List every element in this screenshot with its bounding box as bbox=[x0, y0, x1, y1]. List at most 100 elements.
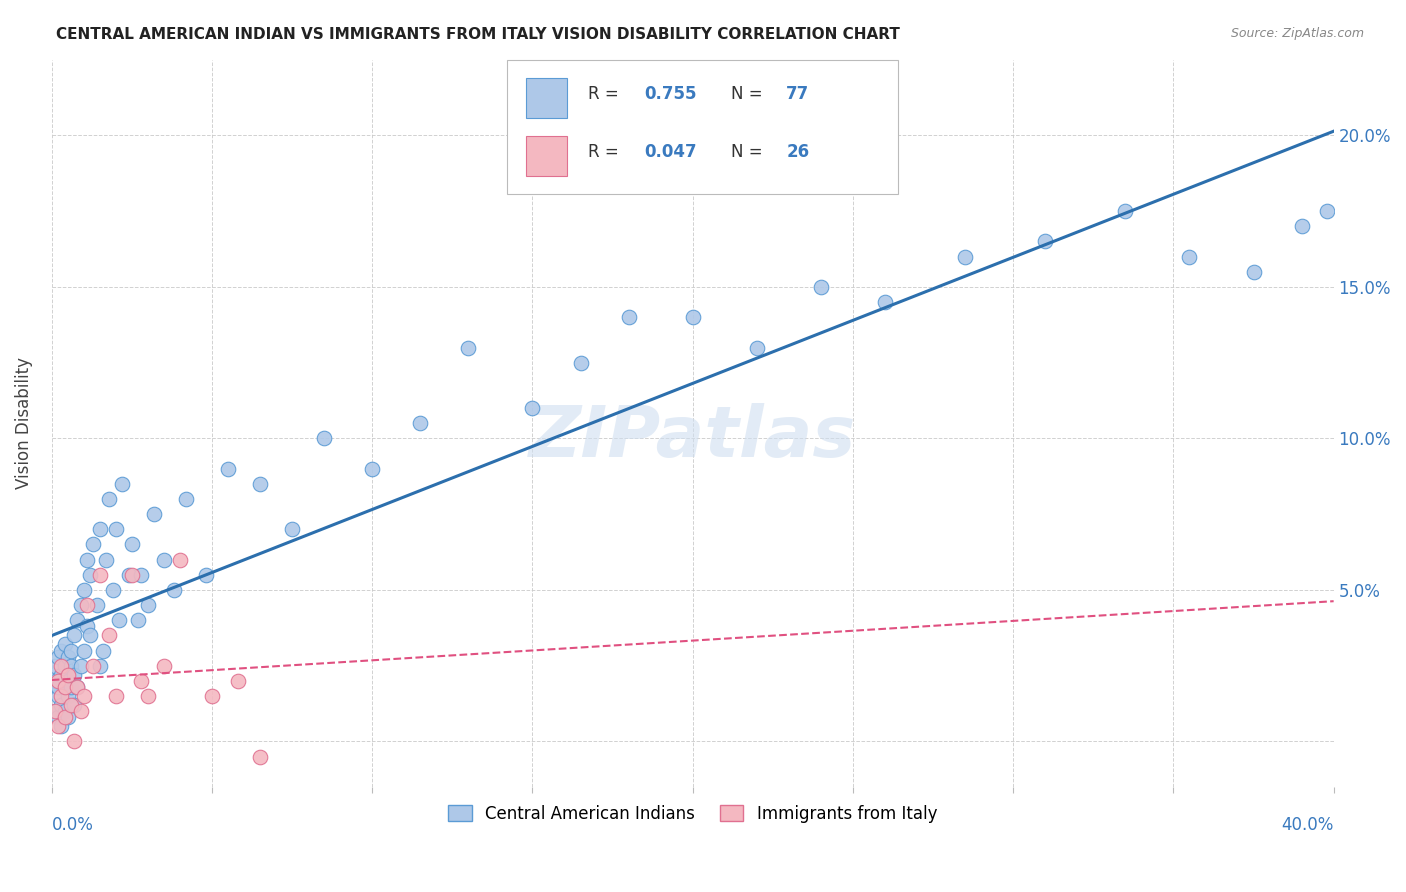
Point bbox=[131, 567, 153, 582]
Point bbox=[46, 719, 69, 733]
FancyBboxPatch shape bbox=[526, 136, 567, 176]
Point bbox=[46, 673, 69, 688]
Point bbox=[63, 734, 86, 748]
Point bbox=[127, 613, 149, 627]
Text: CENTRAL AMERICAN INDIAN VS IMMIGRANTS FROM ITALY VISION DISABILITY CORRELATION C: CENTRAL AMERICAN INDIAN VS IMMIGRANTS FR… bbox=[56, 27, 900, 42]
Point bbox=[98, 628, 121, 642]
Point bbox=[1033, 235, 1056, 249]
Point bbox=[51, 719, 73, 733]
Text: 40.0%: 40.0% bbox=[1281, 816, 1334, 834]
Legend: Central American Indians, Immigrants from Italy: Central American Indians, Immigrants fro… bbox=[441, 798, 943, 830]
Point bbox=[249, 749, 271, 764]
Point bbox=[56, 710, 79, 724]
FancyBboxPatch shape bbox=[526, 78, 567, 118]
Point bbox=[76, 598, 98, 612]
Point bbox=[169, 552, 191, 566]
Point bbox=[136, 598, 159, 612]
Point bbox=[56, 649, 79, 664]
Point bbox=[96, 552, 118, 566]
Point bbox=[53, 704, 76, 718]
Point bbox=[53, 680, 76, 694]
Point bbox=[217, 461, 239, 475]
Point bbox=[953, 250, 976, 264]
Point bbox=[44, 658, 66, 673]
Point bbox=[63, 667, 86, 681]
Point bbox=[82, 658, 104, 673]
Point bbox=[44, 704, 66, 718]
Point bbox=[53, 658, 76, 673]
Point bbox=[73, 582, 96, 597]
Point bbox=[153, 658, 176, 673]
Point bbox=[59, 680, 82, 694]
Point bbox=[111, 476, 134, 491]
Point bbox=[314, 431, 336, 445]
Point bbox=[53, 710, 76, 724]
Point bbox=[131, 673, 153, 688]
Point bbox=[194, 567, 217, 582]
Point bbox=[63, 628, 86, 642]
Point bbox=[51, 698, 73, 712]
Text: 77: 77 bbox=[786, 85, 810, 103]
Point bbox=[69, 704, 91, 718]
Text: ZIPatlas: ZIPatlas bbox=[529, 403, 856, 472]
Point bbox=[46, 680, 69, 694]
Point bbox=[1114, 204, 1136, 219]
Text: 0.047: 0.047 bbox=[644, 143, 696, 161]
Point bbox=[59, 643, 82, 657]
Point bbox=[69, 658, 91, 673]
Text: R =: R = bbox=[588, 85, 624, 103]
Point bbox=[76, 552, 98, 566]
Point bbox=[79, 567, 101, 582]
Point bbox=[249, 476, 271, 491]
Point bbox=[66, 680, 89, 694]
Point bbox=[226, 673, 249, 688]
Point bbox=[56, 667, 79, 681]
Point bbox=[136, 689, 159, 703]
Point bbox=[98, 491, 121, 506]
Point bbox=[121, 537, 143, 551]
Point bbox=[810, 280, 832, 294]
Text: 0.0%: 0.0% bbox=[52, 816, 94, 834]
Point bbox=[59, 658, 82, 673]
Point bbox=[66, 613, 89, 627]
Point bbox=[745, 341, 768, 355]
Point bbox=[79, 628, 101, 642]
Point bbox=[104, 689, 127, 703]
Point bbox=[89, 522, 111, 536]
Text: Source: ZipAtlas.com: Source: ZipAtlas.com bbox=[1230, 27, 1364, 40]
Point bbox=[569, 356, 592, 370]
Point bbox=[176, 491, 198, 506]
Point bbox=[44, 673, 66, 688]
Point bbox=[73, 643, 96, 657]
Point bbox=[153, 552, 176, 566]
Text: 26: 26 bbox=[786, 143, 810, 161]
Point bbox=[69, 598, 91, 612]
Point bbox=[1316, 204, 1339, 219]
Point bbox=[409, 417, 432, 431]
Point bbox=[201, 689, 224, 703]
Point bbox=[53, 638, 76, 652]
Point bbox=[143, 507, 166, 521]
Point bbox=[522, 401, 544, 416]
Point bbox=[108, 613, 131, 627]
Point bbox=[51, 643, 73, 657]
Point bbox=[51, 658, 73, 673]
Point bbox=[1178, 250, 1201, 264]
Point bbox=[51, 689, 73, 703]
Point bbox=[101, 582, 124, 597]
Point bbox=[46, 710, 69, 724]
Point bbox=[46, 649, 69, 664]
Point bbox=[76, 619, 98, 633]
Point bbox=[44, 704, 66, 718]
Point bbox=[56, 673, 79, 688]
Point bbox=[59, 698, 82, 712]
Text: 0.755: 0.755 bbox=[644, 85, 696, 103]
Point bbox=[91, 643, 114, 657]
Point bbox=[104, 522, 127, 536]
Text: N =: N = bbox=[731, 85, 768, 103]
Point bbox=[73, 689, 96, 703]
Point bbox=[66, 680, 89, 694]
Point bbox=[457, 341, 479, 355]
Point bbox=[1291, 219, 1313, 234]
Point bbox=[121, 567, 143, 582]
